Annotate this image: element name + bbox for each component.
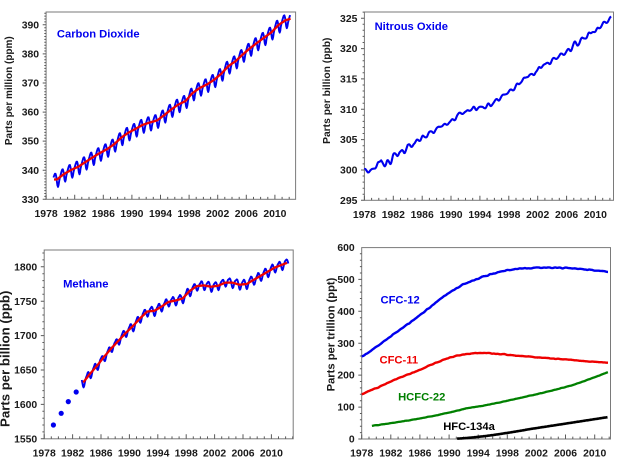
svg-text:1550: 1550: [14, 434, 37, 445]
svg-text:2002: 2002: [203, 449, 226, 460]
svg-text:1986: 1986: [89, 449, 112, 460]
svg-text:1986: 1986: [408, 449, 431, 460]
svg-text:1998: 1998: [178, 209, 201, 220]
svg-text:1982: 1982: [379, 449, 402, 460]
svg-text:320: 320: [340, 44, 358, 55]
svg-text:1650: 1650: [14, 366, 37, 377]
svg-text:1990: 1990: [439, 210, 462, 221]
svg-text:400: 400: [337, 307, 355, 318]
svg-text:600: 600: [337, 243, 355, 254]
svg-text:1998: 1998: [497, 210, 520, 221]
svg-text:1600: 1600: [14, 400, 37, 411]
svg-text:1700: 1700: [14, 331, 37, 342]
svg-text:100: 100: [337, 403, 355, 414]
svg-text:CFC-12: CFC-12: [381, 294, 420, 306]
svg-text:1994: 1994: [146, 449, 169, 460]
svg-text:330: 330: [22, 195, 40, 206]
svg-text:2010: 2010: [260, 449, 283, 460]
svg-text:1800: 1800: [14, 262, 37, 273]
svg-text:500: 500: [337, 275, 355, 286]
svg-text:295: 295: [340, 196, 358, 207]
svg-text:1994: 1994: [149, 209, 172, 220]
svg-text:Methane: Methane: [63, 279, 108, 291]
svg-text:1998: 1998: [175, 449, 198, 460]
svg-text:380: 380: [22, 50, 40, 61]
svg-text:CFC-11: CFC-11: [380, 355, 419, 367]
svg-text:1990: 1990: [120, 209, 143, 220]
svg-text:390: 390: [22, 20, 40, 31]
svg-text:2010: 2010: [584, 210, 607, 221]
svg-text:2010: 2010: [263, 209, 286, 220]
svg-text:Parts per trillion (ppt): Parts per trillion (ppt): [325, 277, 337, 391]
svg-text:370: 370: [22, 79, 40, 90]
svg-text:2006: 2006: [231, 449, 254, 460]
svg-text:1994: 1994: [468, 210, 491, 221]
svg-text:Nitrous Oxide: Nitrous Oxide: [375, 21, 448, 33]
svg-text:1978: 1978: [33, 449, 56, 460]
svg-text:1994: 1994: [467, 449, 490, 460]
svg-text:0: 0: [349, 435, 355, 446]
svg-text:300: 300: [337, 339, 355, 350]
svg-text:1990: 1990: [438, 449, 461, 460]
svg-text:310: 310: [340, 105, 358, 116]
svg-text:360: 360: [22, 108, 40, 119]
svg-text:1978: 1978: [350, 449, 373, 460]
svg-text:300: 300: [340, 166, 358, 177]
svg-text:325: 325: [340, 14, 358, 25]
svg-text:1986: 1986: [92, 209, 115, 220]
svg-text:2002: 2002: [525, 449, 548, 460]
svg-text:HCFC-22: HCFC-22: [398, 391, 445, 403]
svg-text:1978: 1978: [35, 209, 58, 220]
svg-text:1750: 1750: [14, 297, 37, 308]
svg-text:340: 340: [22, 166, 40, 177]
svg-text:1982: 1982: [382, 210, 405, 221]
svg-text:305: 305: [340, 135, 358, 146]
svg-text:1982: 1982: [61, 449, 84, 460]
svg-text:1978: 1978: [353, 210, 376, 221]
svg-text:Parts per million (ppm): Parts per million (ppm): [4, 36, 15, 145]
svg-text:200: 200: [337, 371, 355, 382]
svg-text:1998: 1998: [496, 449, 519, 460]
svg-text:315: 315: [340, 75, 358, 86]
svg-text:2002: 2002: [526, 210, 549, 221]
svg-text:2006: 2006: [554, 449, 577, 460]
svg-text:2006: 2006: [235, 209, 258, 220]
svg-text:2006: 2006: [555, 210, 578, 221]
svg-text:1990: 1990: [118, 449, 141, 460]
svg-text:HFC-134a: HFC-134a: [443, 421, 495, 433]
svg-text:Parts per billion (ppb): Parts per billion (ppb): [322, 37, 333, 143]
svg-text:Carbon Dioxide: Carbon Dioxide: [57, 29, 140, 41]
svg-text:Parts per billion (ppb): Parts per billion (ppb): [0, 291, 13, 427]
svg-text:1982: 1982: [63, 209, 86, 220]
svg-text:2002: 2002: [206, 209, 229, 220]
svg-text:350: 350: [22, 137, 40, 148]
svg-text:2010: 2010: [583, 449, 606, 460]
svg-text:1986: 1986: [411, 210, 434, 221]
